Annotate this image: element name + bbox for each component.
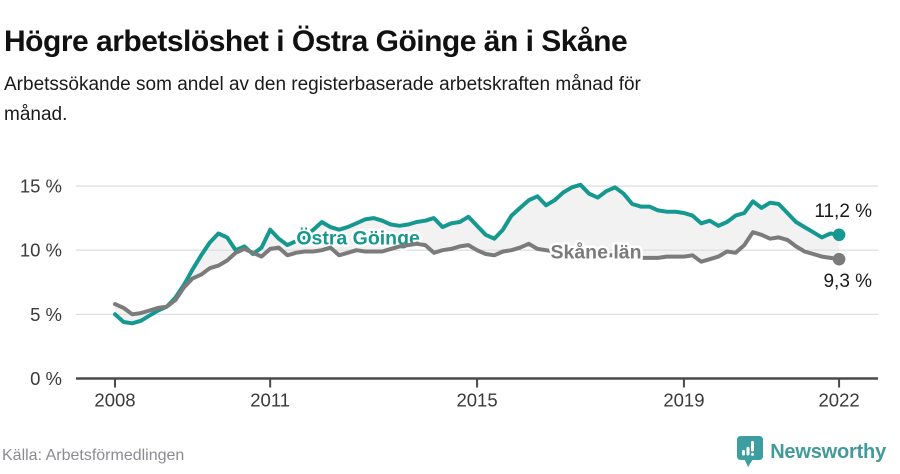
series-line-ostra-goinge: [113, 182, 842, 326]
page-title: Högre arbetslöshet i Östra Göinge än i S…: [4, 25, 628, 59]
y-tick-label-5: 5 %: [30, 304, 62, 325]
x-tick-label-2022: 2022: [819, 390, 860, 411]
y-tick-label-10: 10 %: [20, 240, 62, 261]
end-dot-ostra-goinge: [832, 228, 846, 242]
series-label-ostra-goinge: Östra Göinge: [296, 226, 420, 249]
newsworthy-wordmark: Newsworthy: [770, 440, 886, 463]
area-between-series: [115, 184, 840, 324]
end-dot-skane-lan: [832, 252, 846, 266]
chart-subtitle: Arbetssökande som andel av den registerb…: [4, 70, 854, 130]
source-credit: Källa: Arbetsförmedlingen: [2, 447, 185, 464]
end-value-label-skane-lan: 9,3 %: [823, 271, 872, 292]
newsworthy-bubble-icon: [737, 436, 764, 467]
y-tick-label-0: 0 %: [30, 368, 62, 389]
x-tick-label-2015: 2015: [456, 390, 497, 411]
x-tick-label-2008: 2008: [94, 390, 135, 411]
end-value-label-ostra-goinge: 11,2 %: [814, 201, 872, 222]
series-label-skane-lan: Skåne län: [550, 240, 641, 263]
subtitle-line-2: månad.: [4, 104, 68, 125]
line-chart: 2008 2011 2015 2019 2022 0 % 5 % 10 % 15 % Östra …: [20, 176, 878, 411]
y-tick-label-15: 15 %: [20, 176, 62, 197]
subtitle-line-1: Arbetssökande som andel av den registerb…: [4, 74, 641, 95]
series-line-skane-lan: [113, 230, 842, 317]
x-tick-label-2019: 2019: [663, 390, 704, 411]
newsworthy-logo[interactable]: Newsworthy: [737, 436, 886, 468]
x-tick-label-2011: 2011: [250, 390, 290, 411]
